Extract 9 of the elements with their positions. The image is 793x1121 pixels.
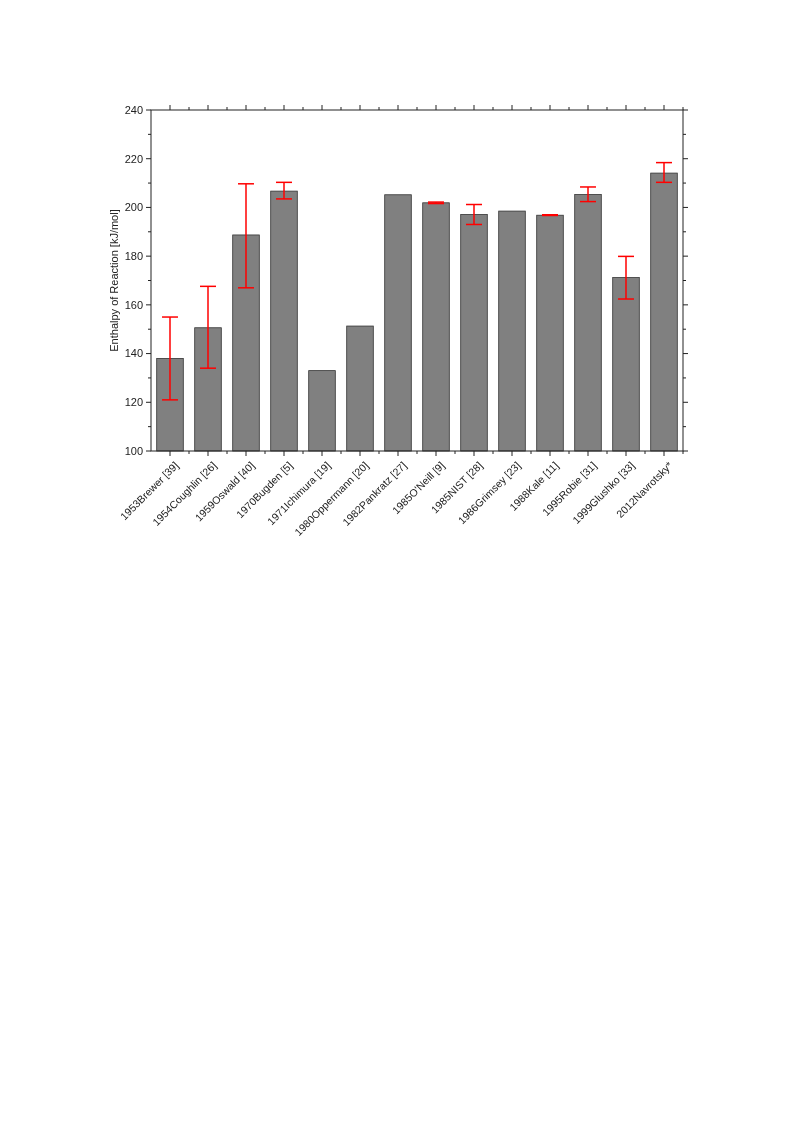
y-tick-label: 160 — [124, 298, 143, 311]
y-axis-title: Enthalpy of Reaction [kJ/mol] — [108, 209, 120, 352]
y-tick-label: 220 — [124, 152, 143, 165]
y-tick-label: 200 — [124, 201, 143, 214]
y-tick-label: 140 — [124, 347, 143, 360]
y-tick-label: 240 — [124, 103, 143, 116]
y-tick-label: 120 — [124, 396, 143, 409]
y-tick-label: 180 — [124, 249, 143, 262]
y-tick-label: 100 — [124, 444, 143, 457]
